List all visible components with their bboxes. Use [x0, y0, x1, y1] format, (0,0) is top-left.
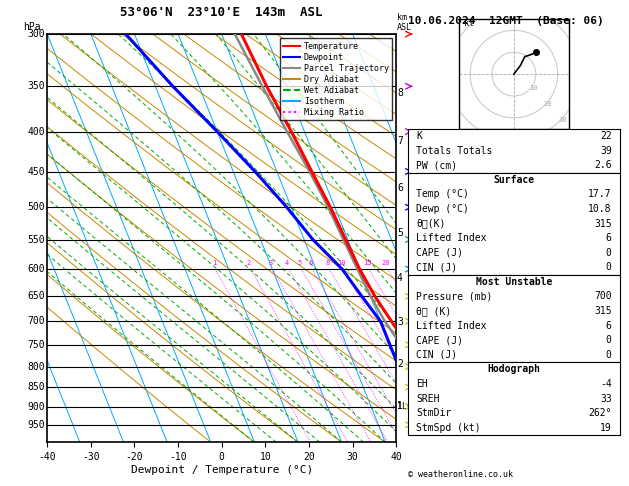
- Text: 0: 0: [606, 350, 611, 360]
- Text: 3: 3: [269, 260, 273, 266]
- Text: 0: 0: [606, 335, 611, 345]
- Text: 500: 500: [28, 202, 45, 212]
- Text: 400: 400: [28, 126, 45, 137]
- Text: 650: 650: [28, 291, 45, 301]
- Text: Most Unstable: Most Unstable: [476, 277, 552, 287]
- Text: 6: 6: [308, 260, 313, 266]
- Text: Hodograph: Hodograph: [487, 364, 540, 374]
- Text: 315: 315: [594, 219, 611, 228]
- Text: 6: 6: [606, 321, 611, 330]
- Text: 350: 350: [28, 81, 45, 91]
- Text: 17.7: 17.7: [588, 190, 611, 199]
- Text: 700: 700: [594, 292, 611, 301]
- Text: kt: kt: [464, 19, 474, 28]
- Text: SREH: SREH: [416, 394, 440, 403]
- Text: 22: 22: [600, 131, 611, 141]
- Text: θᴄ(K): θᴄ(K): [416, 219, 445, 228]
- Text: 19: 19: [600, 423, 611, 433]
- Text: -4: -4: [600, 379, 611, 389]
- Text: © weatheronline.co.uk: © weatheronline.co.uk: [408, 469, 513, 479]
- Text: 700: 700: [28, 316, 45, 326]
- Text: 2: 2: [397, 360, 403, 369]
- Text: 5: 5: [298, 260, 302, 266]
- Text: 2: 2: [247, 260, 251, 266]
- Text: 53°06'N  23°10'E  143m  ASL: 53°06'N 23°10'E 143m ASL: [121, 6, 323, 19]
- Text: CIN (J): CIN (J): [416, 350, 457, 360]
- Text: 300: 300: [28, 29, 45, 39]
- Text: Totals Totals: Totals Totals: [416, 146, 493, 156]
- Text: Surface: Surface: [493, 175, 535, 185]
- Text: hPa: hPa: [23, 22, 40, 32]
- Text: 900: 900: [28, 401, 45, 412]
- Text: 850: 850: [28, 382, 45, 392]
- Text: 750: 750: [28, 340, 45, 350]
- Text: 450: 450: [28, 167, 45, 176]
- Text: Temp (°C): Temp (°C): [416, 190, 469, 199]
- Text: 33: 33: [600, 394, 611, 403]
- Text: CIN (J): CIN (J): [416, 262, 457, 272]
- Text: 550: 550: [28, 235, 45, 244]
- Text: 315: 315: [594, 306, 611, 316]
- Text: θᴄ (K): θᴄ (K): [416, 306, 452, 316]
- Text: 6: 6: [397, 183, 403, 192]
- Text: 10.06.2024  12GMT  (Base: 06): 10.06.2024 12GMT (Base: 06): [408, 16, 603, 26]
- Text: 1: 1: [212, 260, 216, 266]
- Text: 4: 4: [397, 273, 403, 283]
- Text: 262°: 262°: [588, 408, 611, 418]
- Text: 4: 4: [285, 260, 289, 266]
- Text: 30: 30: [559, 117, 567, 123]
- X-axis label: Dewpoint / Temperature (°C): Dewpoint / Temperature (°C): [131, 465, 313, 475]
- Text: 600: 600: [28, 264, 45, 274]
- Text: 20: 20: [382, 260, 390, 266]
- Text: CAPE (J): CAPE (J): [416, 335, 463, 345]
- Text: 950: 950: [28, 420, 45, 430]
- Text: 10: 10: [529, 85, 537, 91]
- Text: 3: 3: [397, 317, 403, 327]
- Text: 6: 6: [606, 233, 611, 243]
- Text: km
ASL: km ASL: [397, 13, 412, 32]
- Text: StmDir: StmDir: [416, 408, 452, 418]
- Text: Lifted Index: Lifted Index: [416, 321, 487, 330]
- Text: Pressure (mb): Pressure (mb): [416, 292, 493, 301]
- Text: Mixing Ratio (g/kg): Mixing Ratio (g/kg): [426, 187, 436, 289]
- Text: 0: 0: [606, 248, 611, 258]
- Text: 8: 8: [326, 260, 330, 266]
- Text: StmSpd (kt): StmSpd (kt): [416, 423, 481, 433]
- Text: CAPE (J): CAPE (J): [416, 248, 463, 258]
- Text: Dewp (°C): Dewp (°C): [416, 204, 469, 214]
- Text: EH: EH: [416, 379, 428, 389]
- Text: 7: 7: [397, 136, 403, 146]
- Text: 1LCL: 1LCL: [397, 402, 417, 411]
- Text: K: K: [416, 131, 422, 141]
- Legend: Temperature, Dewpoint, Parcel Trajectory, Dry Adiabat, Wet Adiabat, Isotherm, Mi: Temperature, Dewpoint, Parcel Trajectory…: [280, 38, 392, 121]
- Text: 15: 15: [363, 260, 371, 266]
- Text: PW (cm): PW (cm): [416, 160, 457, 170]
- Text: 800: 800: [28, 362, 45, 372]
- Text: 1: 1: [397, 401, 403, 411]
- Text: 10: 10: [337, 260, 346, 266]
- Text: Lifted Index: Lifted Index: [416, 233, 487, 243]
- Text: 8: 8: [397, 88, 403, 98]
- Text: 20: 20: [543, 101, 552, 107]
- Text: 0: 0: [606, 262, 611, 272]
- Text: 39: 39: [600, 146, 611, 156]
- Text: 2.6: 2.6: [594, 160, 611, 170]
- Text: 10.8: 10.8: [588, 204, 611, 214]
- Text: 5: 5: [397, 228, 403, 238]
